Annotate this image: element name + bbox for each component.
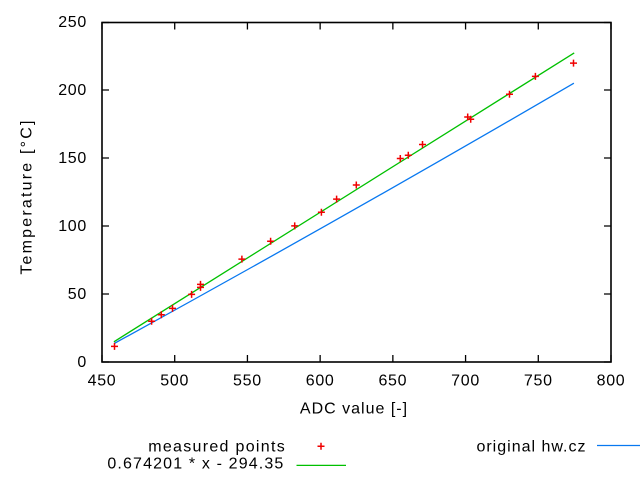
svg-text:800: 800 xyxy=(597,373,626,390)
svg-text:ADC value [-]: ADC value [-] xyxy=(300,401,408,418)
svg-text:150: 150 xyxy=(58,150,87,167)
svg-text:550: 550 xyxy=(233,373,262,390)
svg-text:250: 250 xyxy=(58,14,87,31)
svg-text:500: 500 xyxy=(160,373,189,390)
svg-text:0.674201 * x - 294.35: 0.674201 * x - 294.35 xyxy=(107,456,284,473)
svg-text:original hw.cz: original hw.cz xyxy=(476,438,586,455)
svg-text:700: 700 xyxy=(451,373,480,390)
svg-text:50: 50 xyxy=(68,286,87,303)
svg-text:200: 200 xyxy=(58,82,87,99)
svg-text:Temperature [°C]: Temperature [°C] xyxy=(19,118,36,274)
svg-text:0: 0 xyxy=(77,354,87,371)
svg-text:750: 750 xyxy=(524,373,553,390)
svg-text:100: 100 xyxy=(58,218,87,235)
svg-text:650: 650 xyxy=(378,373,407,390)
svg-text:600: 600 xyxy=(306,373,335,390)
svg-text:measured points: measured points xyxy=(148,438,286,455)
svg-text:450: 450 xyxy=(88,373,117,390)
